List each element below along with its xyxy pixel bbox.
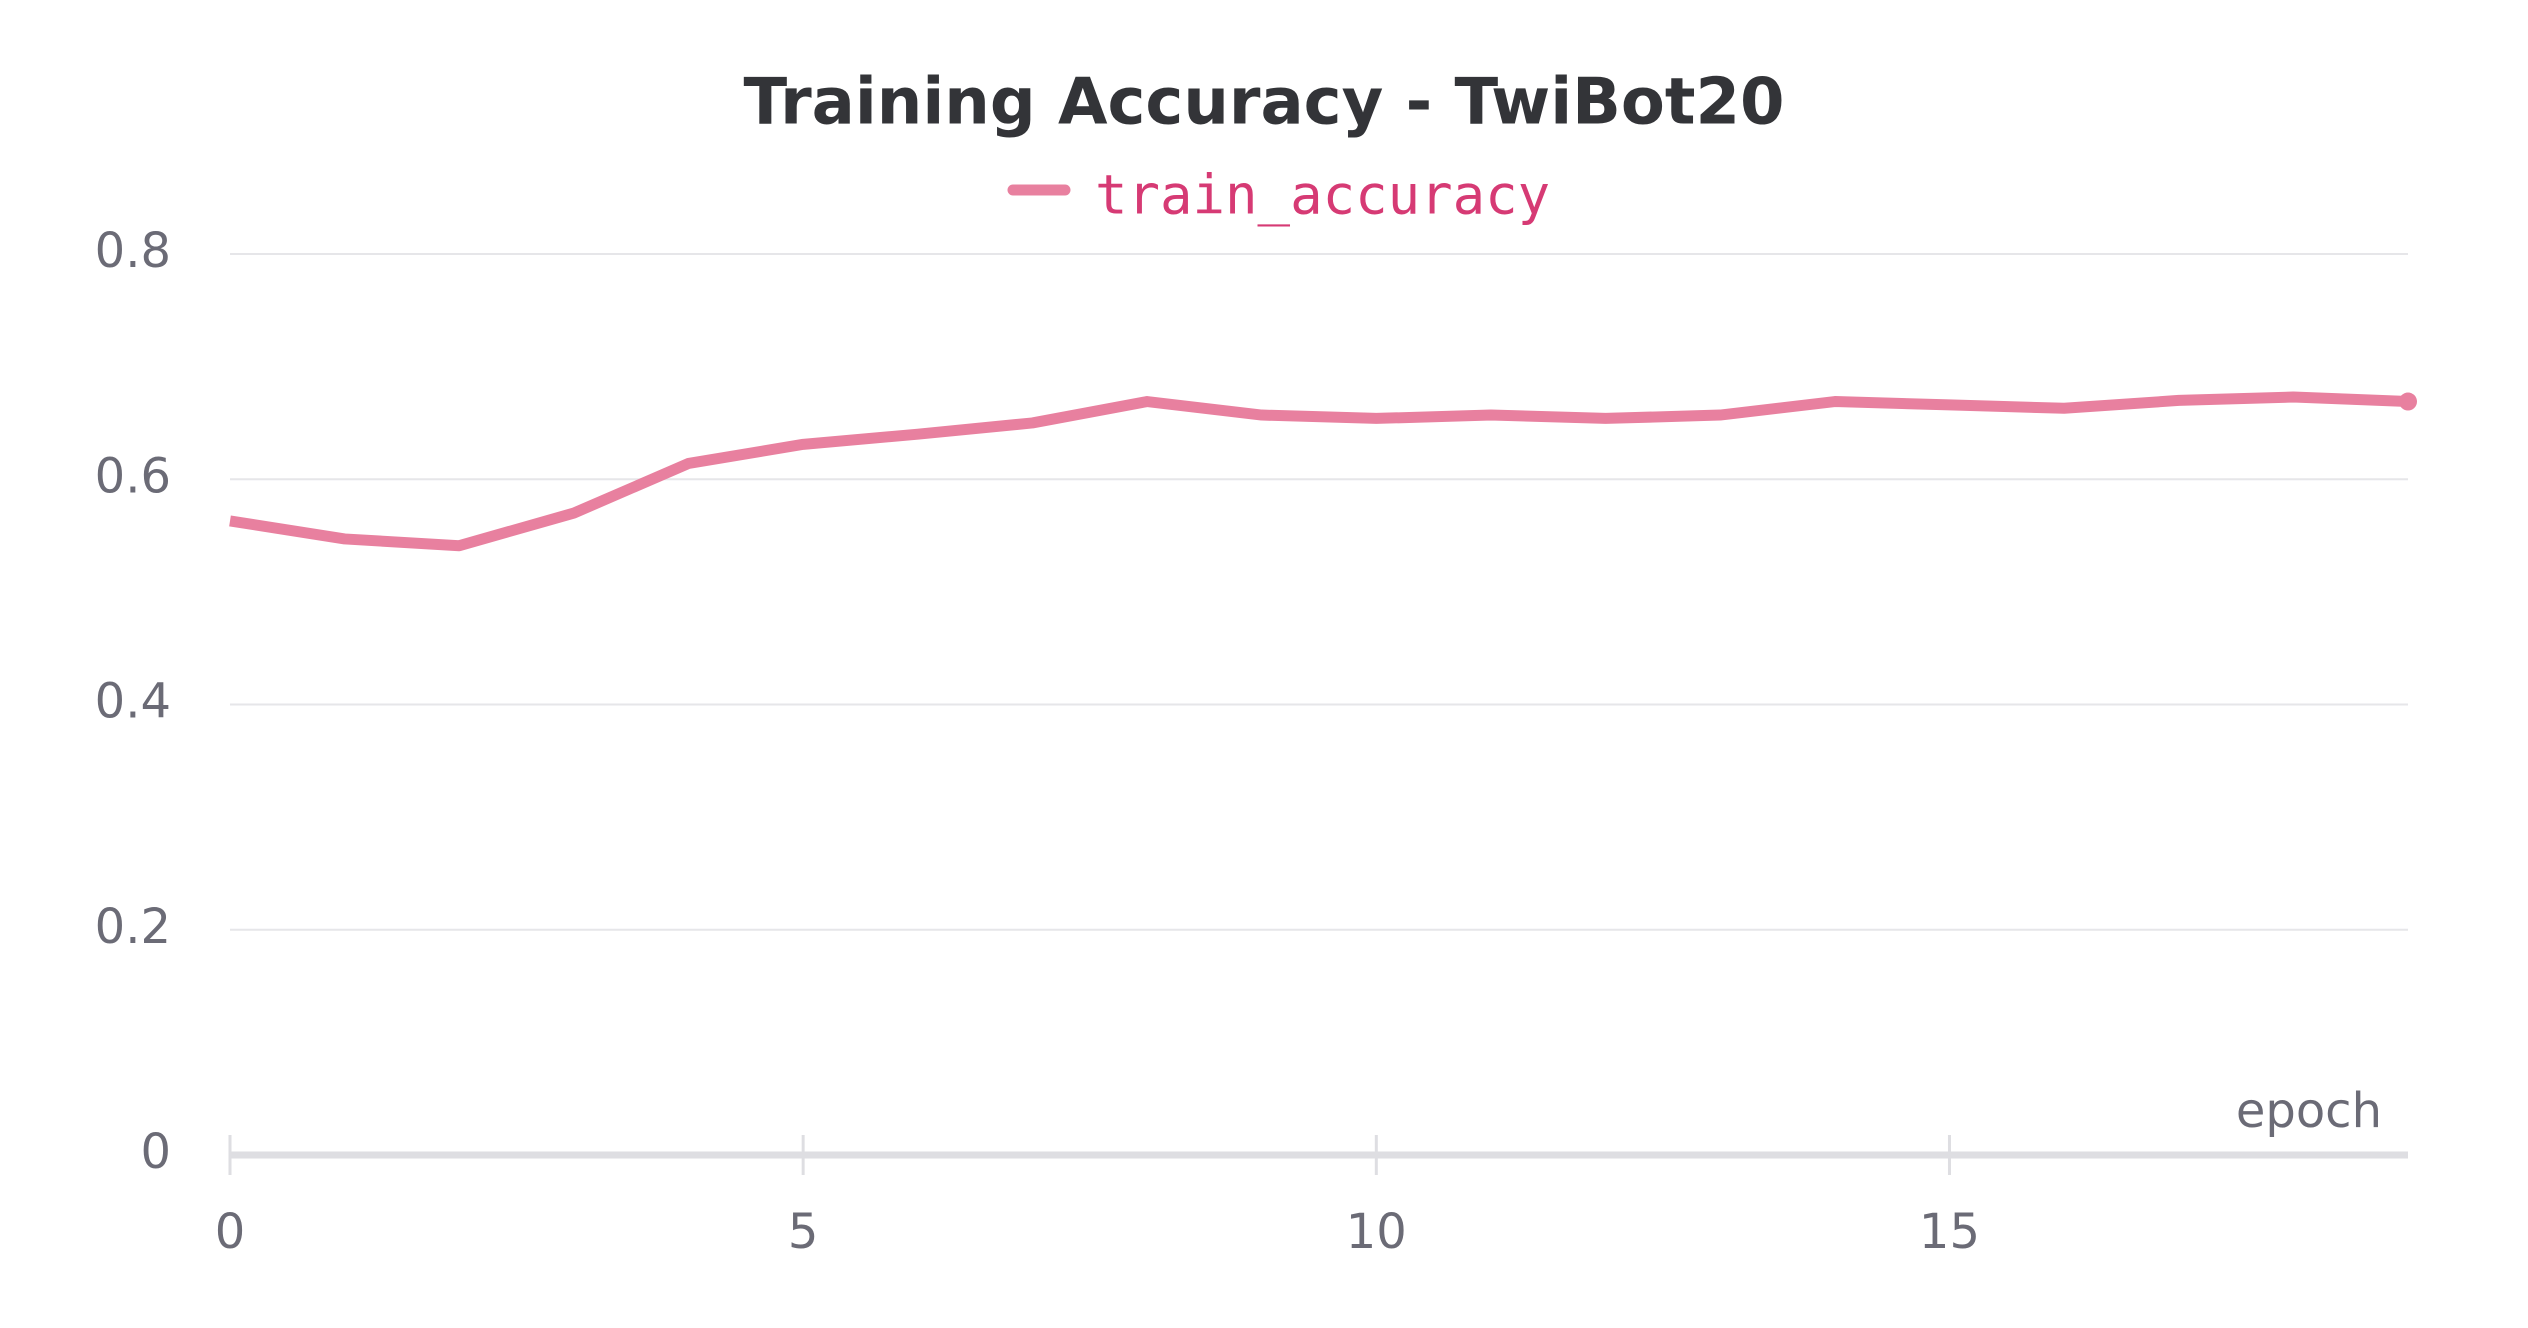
x-tick-label: 5 bbox=[788, 1204, 819, 1260]
chart-title: Training Accuracy - TwiBot20 bbox=[743, 66, 1784, 140]
end-point bbox=[2399, 392, 2417, 411]
legend-label: train_accuracy bbox=[1095, 164, 1550, 227]
y-tick-label: 0.2 bbox=[95, 899, 171, 955]
x-axis-label: epoch bbox=[2236, 1083, 2382, 1139]
y-tick-label: 0.8 bbox=[95, 223, 171, 279]
y-tick-label: 0.6 bbox=[95, 448, 171, 504]
series-line bbox=[229, 391, 2409, 552]
x-tick-label: 0 bbox=[215, 1204, 246, 1260]
y-tick-label: 0.4 bbox=[95, 674, 171, 730]
x-tick-label: 15 bbox=[1919, 1204, 1980, 1260]
y-tick-label: 0 bbox=[140, 1124, 171, 1180]
x-tick-label: 10 bbox=[1346, 1204, 1407, 1260]
